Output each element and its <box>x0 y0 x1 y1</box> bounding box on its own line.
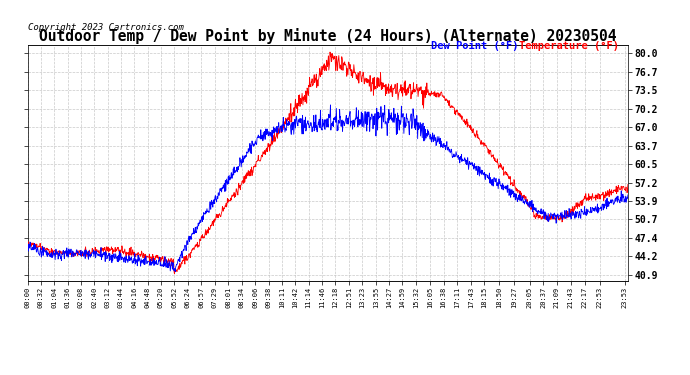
Text: Copyright 2023 Cartronics.com: Copyright 2023 Cartronics.com <box>28 23 184 32</box>
Title: Outdoor Temp / Dew Point by Minute (24 Hours) (Alternate) 20230504: Outdoor Temp / Dew Point by Minute (24 H… <box>39 28 616 44</box>
Legend: Dew Point (°F), Temperature (°F): Dew Point (°F), Temperature (°F) <box>427 37 622 56</box>
